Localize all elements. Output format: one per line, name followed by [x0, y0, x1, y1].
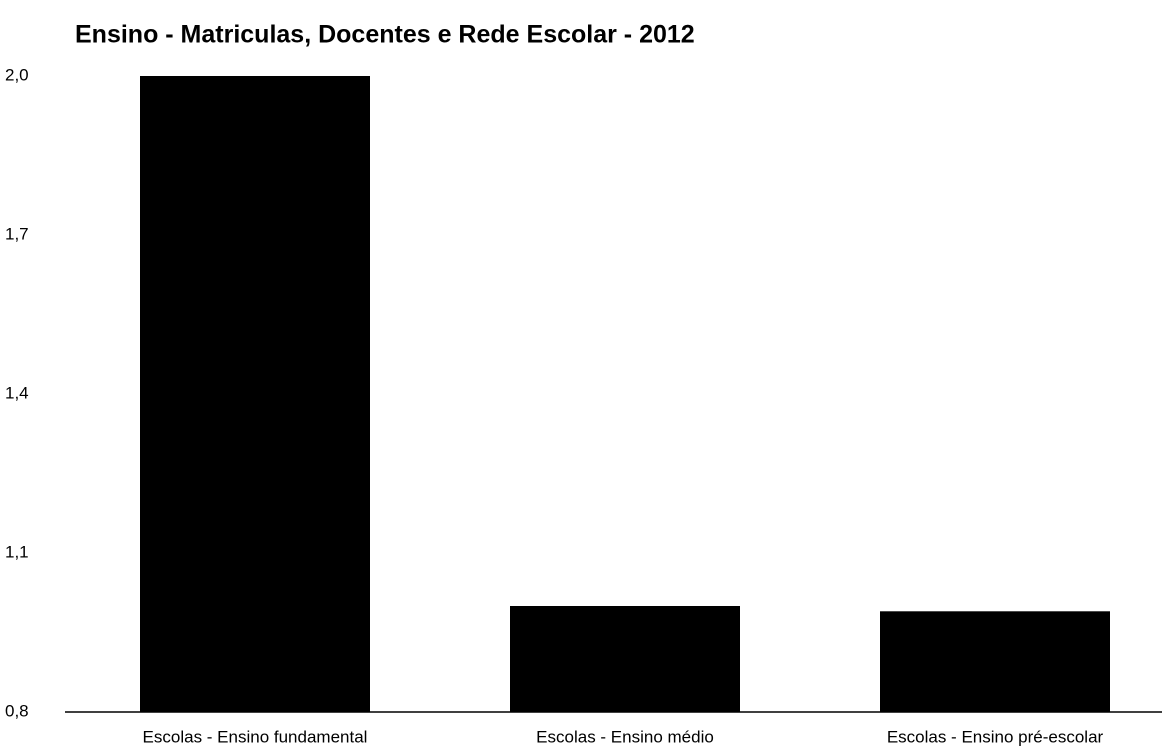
bar: [880, 611, 1110, 712]
bar: [140, 76, 370, 712]
x-tick-label: Escolas - Ensino fundamental: [143, 727, 368, 746]
y-tick-label: 1,4: [5, 383, 29, 402]
y-tick-label: 0,8: [5, 701, 29, 720]
bar: [510, 606, 740, 712]
x-tick-label: Escolas - Ensino pré-escolar: [887, 727, 1104, 746]
x-tick-label: Escolas - Ensino médio: [536, 727, 714, 746]
y-tick-label: 1,7: [5, 224, 29, 243]
y-tick-label: 2,0: [5, 65, 29, 84]
y-tick-label: 1,1: [5, 542, 29, 561]
chart-title: Ensino - Matriculas, Docentes e Rede Esc…: [75, 21, 695, 49]
